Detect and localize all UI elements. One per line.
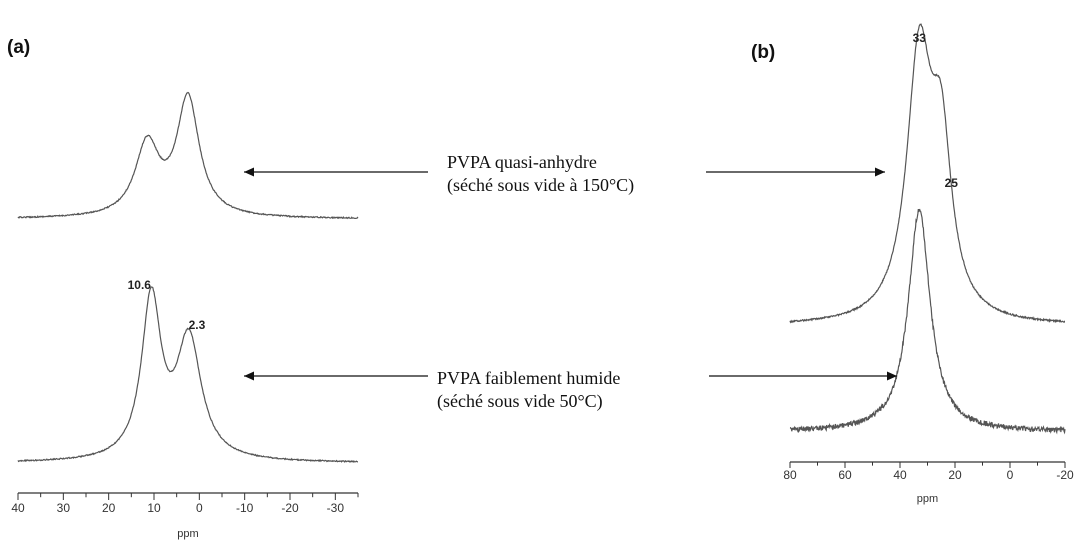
axis-title: ppm (917, 493, 938, 505)
annotation-bottom: PVPA faiblement humide (séché sous vide … (437, 367, 620, 413)
tick-label: 20 (102, 501, 116, 515)
arrow-bottom-right-head (887, 371, 897, 381)
tick-label: 20 (948, 468, 962, 482)
tick-label: 10 (147, 501, 161, 515)
annotation-top: PVPA quasi-anhydre (séché sous vide à 15… (447, 151, 634, 197)
peak-label: 10.6 (128, 278, 152, 292)
annotation-top-line2: (séché sous vide à 150°C) (447, 175, 635, 195)
spectrum-a-upper (17, 91, 359, 220)
annotation-top-line1: PVPA quasi-anhydre (447, 152, 597, 172)
tick-label: 60 (838, 468, 852, 482)
peak-label: 2.3 (189, 318, 206, 332)
tick-label: 0 (196, 501, 203, 515)
spectrum-b-lower (789, 208, 1066, 435)
tick-label: -10 (236, 501, 254, 515)
tick-label: -30 (327, 501, 345, 515)
peak-label: 25 (945, 176, 959, 190)
tick-label: 40 (11, 501, 25, 515)
annotation-bottom-line2: (séché sous vide 50°C) (437, 391, 603, 411)
tick-label: -20 (1056, 468, 1074, 482)
peak-label: 33 (913, 31, 927, 45)
arrow-top-right-head (875, 167, 885, 177)
spectrum-b-upper (789, 23, 1066, 324)
arrow-bottom-left-head (244, 371, 254, 381)
arrow-top-left-head (244, 167, 254, 177)
annotation-bottom-line1: PVPA faiblement humide (437, 368, 621, 388)
tick-label: -20 (281, 501, 299, 515)
tick-label: 0 (1007, 468, 1014, 482)
tick-label: 80 (783, 468, 797, 482)
panel-a-label: (a) (7, 37, 31, 58)
tick-label: 40 (893, 468, 907, 482)
spectrum-a-lower (17, 286, 359, 463)
axis-title: ppm (177, 528, 198, 540)
tick-label: 30 (57, 501, 71, 515)
panel-b-label: (b) (751, 42, 776, 63)
